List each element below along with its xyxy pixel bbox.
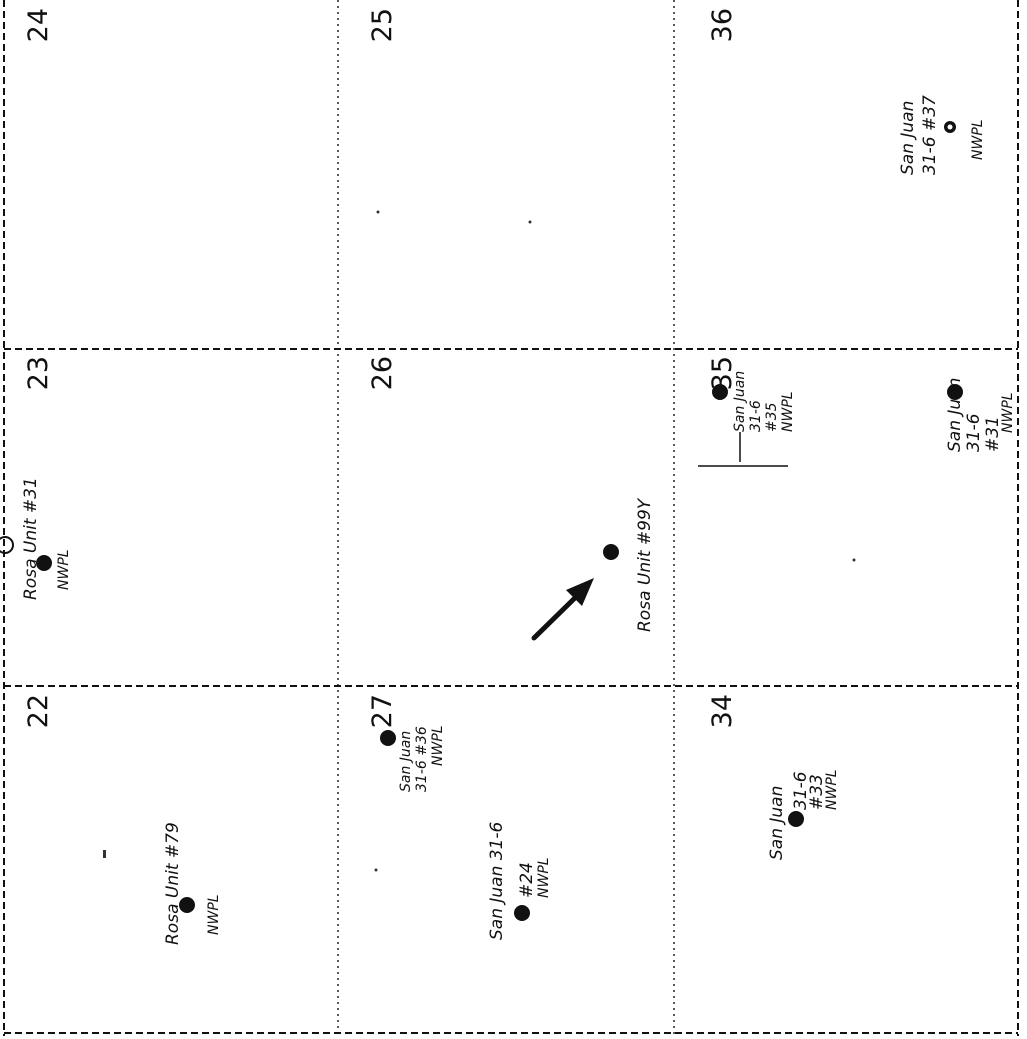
section-25-number: 25 [367,8,398,42]
well-label-line: NWPL [430,725,446,766]
well-label-line: 31-6 [964,413,984,452]
well-san-juan-31-6-24: San Juan 31-6 #24 NWPL [487,821,552,940]
well-san-juan-31-6-33: San Juan 31-6 #33 NWPL [767,769,840,860]
well-icon [947,384,963,400]
well-label-line: 31-6 [748,400,764,432]
well-san-juan-31-6-31: San Juan 31-6 #31 NWPL [945,378,1016,452]
section-34-number: 34 [707,694,738,728]
well-icon [380,730,396,746]
well-label-line: NWPL [536,857,552,898]
section-27-number: 27 [367,694,398,728]
well-label-line: Rosa Unit #99Y [635,497,655,632]
section-grid [3,0,1019,1036]
well-label-line: #24 [517,862,537,898]
well-san-juan-31-6-36: San Juan 31-6 #36 NWPL [380,725,446,792]
well-san-juan-31-6-37: San Juan 31-6 #37 NWPL [898,95,986,175]
well-icon [514,905,530,921]
well-label-line: San Juan [732,371,748,432]
stray-mark [698,432,788,467]
well-label-line: 31-6 #37 [920,95,940,175]
well-label-line: NWPL [824,769,840,810]
well-label-line: #35 [764,402,780,432]
well-label-line: San Juan [898,101,918,175]
well-label-line: San Juan 31-6 [487,821,507,940]
well-label-line: Rosa Unit #31 [21,477,41,600]
well-rosa-unit-31: Rosa Unit #31 NWPL [0,477,72,600]
well-label-line: NWPL [1000,392,1016,433]
well-san-juan-31-6-35: San Juan 31-6 #35 NWPL [712,371,796,432]
well-icon [712,384,728,400]
well-label-line: NWPL [970,119,986,160]
well-icon [788,811,804,827]
section-26-number: 26 [367,356,398,390]
well-label-line: San Juan [945,378,965,452]
well-rosa-unit-79: Rosa Unit #79 NWPL [163,822,222,945]
scan-specks [103,210,856,872]
well-label-line: San Juan [398,731,414,792]
section-numbers: 24 25 36 23 26 35 22 27 34 [23,8,738,728]
well-label-line: NWPL [56,549,72,590]
well-icon [179,897,195,913]
well-icon [36,555,52,571]
section-22-number: 22 [23,694,54,728]
well-label-line: 31-6 [791,771,811,810]
well-label-line: Rosa Unit #79 [163,822,183,945]
section-36-number: 36 [707,8,738,42]
well-label-line: #31 [983,416,1003,452]
section-23-number: 23 [23,356,54,390]
well-label-line: NWPL [206,894,222,935]
well-label-line: #33 [807,774,827,810]
pointer-arrow-icon [531,578,594,641]
section-24-number: 24 [23,8,54,42]
well-rosa-unit-99y: Rosa Unit #99Y [603,497,655,632]
well-label-line: 31-6 #36 [414,726,430,792]
well-icon [603,544,619,560]
well-label-line: San Juan [767,786,787,860]
well-label-line: NWPL [780,391,796,432]
